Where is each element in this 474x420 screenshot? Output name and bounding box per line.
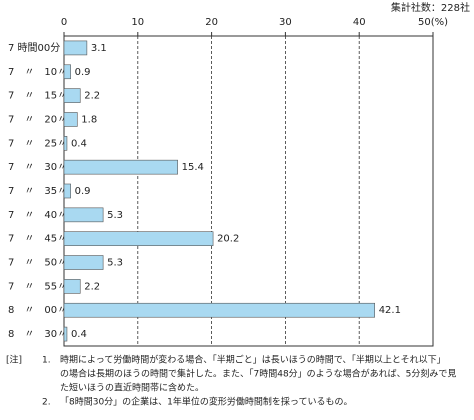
y-tick-label: 7 〃 40〃 <box>8 210 67 221</box>
value-label: 15.4 <box>182 162 204 173</box>
y-tick-label: 7 〃 55〃 <box>8 281 67 292</box>
bar <box>63 159 178 175</box>
y-tick-label: 7 〃 35〃 <box>8 186 67 197</box>
y-tick-label: 7 〃 15〃 <box>8 91 67 102</box>
value-label: 3.1 <box>91 43 107 54</box>
bar <box>63 326 68 342</box>
y-tick-label: 7 時間00分 <box>8 42 60 54</box>
value-label: 2.2 <box>84 281 100 292</box>
note-text: た短いほうの直近時間帯に含めた。 <box>60 382 204 394</box>
value-label: 5.3 <box>107 210 123 221</box>
bar <box>63 255 104 270</box>
bar <box>63 231 214 246</box>
bar <box>63 207 104 223</box>
y-tick-label: 7 〃 30〃 <box>8 162 67 173</box>
y-tick-label: 7 〃 45〃 <box>8 234 67 245</box>
x-tick-label: 10 <box>131 17 144 28</box>
y-tick-label: 7 〃 25〃 <box>8 138 67 149</box>
note-text: 「8時間30分」の企業は、1年単位の変形労働時間制を採っているもの。 <box>60 396 352 408</box>
value-label: 0.4 <box>71 329 87 340</box>
bar <box>63 136 68 151</box>
value-label: 0.4 <box>71 138 87 149</box>
note-text: の場合は長期のほうの時間で集計した。また、「7時間48分」のような場合があれば、… <box>60 368 456 380</box>
bar <box>63 64 71 80</box>
note-number: 1. <box>42 356 51 366</box>
value-label: 42.1 <box>379 305 401 316</box>
plot-frame <box>63 35 434 347</box>
bar <box>63 302 375 318</box>
value-label: 0.9 <box>75 186 91 197</box>
note-number: 2. <box>42 398 51 408</box>
y-tick-label: 8 〃 00〃 <box>8 305 67 316</box>
note-label: [注] <box>6 354 22 366</box>
note-text: 時期によって労働時間が変わる場合、「半期ごと」は長いほうの時間で、「半期以上とそ… <box>60 354 446 366</box>
bar <box>63 183 71 199</box>
bar <box>63 279 81 294</box>
x-tick-label: 20 <box>205 17 218 28</box>
bar <box>63 40 88 56</box>
y-tick-label: 7 〃 10〃 <box>8 67 67 78</box>
value-label: 2.2 <box>84 91 100 102</box>
bar <box>63 88 81 103</box>
x-tick-label: 50(%) <box>418 17 448 28</box>
bar <box>63 112 78 127</box>
value-label: 1.8 <box>81 114 97 125</box>
value-label: 20.2 <box>217 234 239 245</box>
value-label: 5.3 <box>107 258 123 269</box>
x-tick-label: 30 <box>279 17 292 28</box>
y-tick-label: 8 〃 30〃 <box>8 329 67 340</box>
header-note: 集計社数：228社 <box>391 1 470 14</box>
x-tick-label: 40 <box>353 17 366 28</box>
y-tick-label: 7 〃 50〃 <box>8 258 67 269</box>
y-tick-label: 7 〃 20〃 <box>8 114 67 125</box>
value-label: 0.9 <box>75 67 91 78</box>
x-tick-label: 0 <box>61 17 67 28</box>
